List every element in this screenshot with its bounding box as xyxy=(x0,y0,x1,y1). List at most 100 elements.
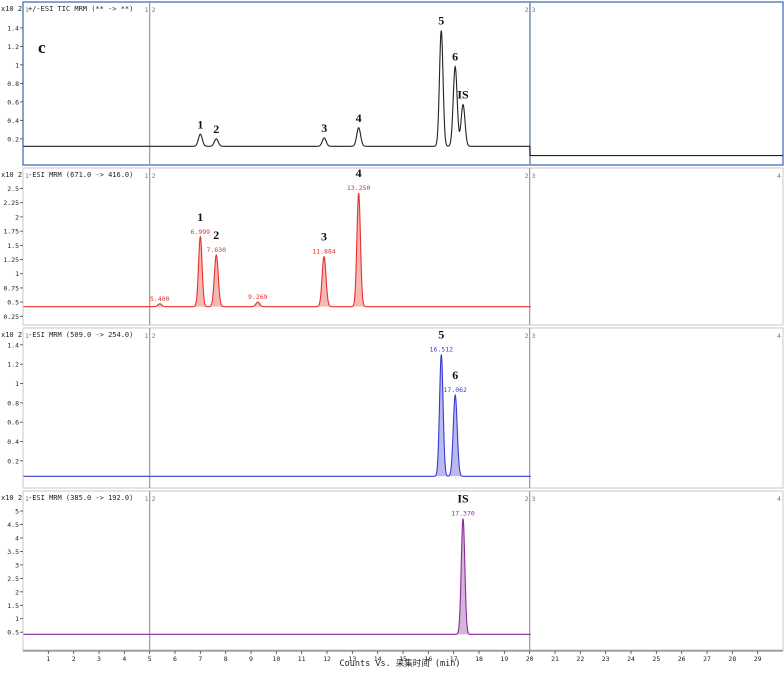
peak-fill xyxy=(153,303,167,307)
segment-label: 4 xyxy=(777,332,781,340)
peak-fill xyxy=(434,354,448,477)
segment-label: 2 xyxy=(152,6,156,14)
retention-time-label: 9.269 xyxy=(248,293,268,301)
segment-label: 2 xyxy=(525,172,529,180)
retention-time-label: 16.512 xyxy=(430,346,454,354)
y-tick-label: 0.4 xyxy=(7,438,19,446)
segment-label: 1 xyxy=(25,332,29,340)
segment-label: 1 xyxy=(145,6,149,14)
chromatogram-trace xyxy=(23,192,531,308)
y-tick-label: 1.4 xyxy=(7,341,19,349)
segment-label: 4 xyxy=(777,172,781,180)
x-tick-label: 16 xyxy=(424,655,432,663)
x-tick-label: 15 xyxy=(399,655,407,663)
y-tick-label: 0.8 xyxy=(7,80,19,88)
x-axis-label: Counts vs. 采集时间 (min) xyxy=(340,658,461,669)
y-tick-label: 0.2 xyxy=(7,457,19,465)
peak-fill xyxy=(317,256,331,307)
peak-label: 1 xyxy=(197,117,203,131)
peak-label: 5 xyxy=(438,328,444,342)
y-tick-label: 0.6 xyxy=(7,419,19,427)
peak-label: IS xyxy=(457,88,469,102)
segment-label: 1 xyxy=(25,172,29,180)
segment-label: 2 xyxy=(152,495,156,503)
y-tick-label: 0.5 xyxy=(7,629,19,637)
peak-label: 2 xyxy=(213,228,219,242)
panel-frame xyxy=(22,1,784,166)
y-exponent-label: x10 2 xyxy=(1,331,22,339)
y-tick-label: 4 xyxy=(15,534,19,542)
x-tick-label: 24 xyxy=(627,655,635,663)
x-tick-label: 4 xyxy=(122,655,126,663)
x-tick-label: 3 xyxy=(97,655,101,663)
y-exponent-label: x10 2 xyxy=(1,171,22,179)
panel-frame xyxy=(22,327,784,489)
segment-label: 1 xyxy=(145,332,149,340)
x-tick-label: 21 xyxy=(551,655,559,663)
y-exponent-label: x10 2 xyxy=(1,494,22,502)
peak-label: 6 xyxy=(452,368,458,382)
y-tick-label: 2.5 xyxy=(7,575,19,583)
segment-label: 2 xyxy=(152,172,156,180)
panel-title: -ESI MRM (509.0 -> 254.0) xyxy=(28,331,133,339)
y-tick-label: 1.4 xyxy=(7,24,19,32)
x-tick-label: 12 xyxy=(323,655,331,663)
panel-title: -ESI MRM (385.0 -> 192.0) xyxy=(28,494,133,502)
x-tick-label: 7 xyxy=(198,655,202,663)
segment-label: 2 xyxy=(525,495,529,503)
x-tick-label: 25 xyxy=(652,655,660,663)
peak-fill xyxy=(352,193,365,307)
peak-fill xyxy=(448,395,462,477)
x-tick-label: 1 xyxy=(46,655,50,663)
panel-title: -ESI MRM (671.0 -> 416.0) xyxy=(28,171,133,179)
x-tick-label: 22 xyxy=(576,655,584,663)
segment-label: 1 xyxy=(25,495,29,503)
x-tick-label: 9 xyxy=(249,655,253,663)
y-tick-label: 1 xyxy=(15,61,19,69)
x-tick-label: 17 xyxy=(450,655,458,663)
segment-label: 2 xyxy=(525,6,529,14)
figure-label: c xyxy=(38,38,46,57)
y-tick-label: 1 xyxy=(15,380,19,388)
y-tick-label: 2 xyxy=(15,213,19,221)
segment-label: 3 xyxy=(532,332,536,340)
y-tick-label: 4.5 xyxy=(7,521,19,529)
y-tick-label: 0.5 xyxy=(7,299,19,307)
y-tick-label: 5 xyxy=(15,508,19,516)
segment-label: 2 xyxy=(525,332,529,340)
segment-label: 2 xyxy=(152,332,156,340)
x-tick-label: 27 xyxy=(703,655,711,663)
x-tick-label: 14 xyxy=(374,655,382,663)
y-tick-label: 0.75 xyxy=(3,284,19,292)
x-tick-label: 28 xyxy=(728,655,736,663)
peak-fill xyxy=(456,518,470,635)
y-tick-label: 0.2 xyxy=(7,135,19,143)
x-tick-label: 2 xyxy=(72,655,76,663)
retention-time-label: 5.400 xyxy=(150,295,170,303)
shared-x-axis: Counts vs. 采集时间 (min) 1 2 3 4 5 6 7 8 9 10 11 12 13 1… xyxy=(23,650,783,669)
peak-label: 3 xyxy=(321,121,327,135)
y-tick-label: 3 xyxy=(15,561,19,569)
chromatogram-trace xyxy=(23,354,531,477)
x-tick-label: 8 xyxy=(224,655,228,663)
x-tick-label: 20 xyxy=(526,655,534,663)
y-tick-label: 1 xyxy=(15,270,19,278)
y-tick-label: 2.25 xyxy=(3,199,19,207)
retention-time-label: 17.062 xyxy=(443,386,467,394)
y-tick-label: 1.2 xyxy=(7,361,19,369)
segment-label: 3 xyxy=(532,495,536,503)
segment-label: 1 xyxy=(145,172,149,180)
y-tick-label: 0.8 xyxy=(7,399,19,407)
segment-label: 3 xyxy=(532,172,536,180)
panel-frame xyxy=(22,490,784,651)
segment-label: 4 xyxy=(777,495,781,503)
panel-title: +/-ESI TIC MRM (** -> **) xyxy=(28,5,133,13)
peak-label: 4 xyxy=(356,166,362,180)
x-tick-label: 13 xyxy=(348,655,356,663)
x-tick-label: 29 xyxy=(754,655,762,663)
peak-label: 6 xyxy=(452,50,458,64)
y-tick-label: 1.5 xyxy=(7,602,19,610)
